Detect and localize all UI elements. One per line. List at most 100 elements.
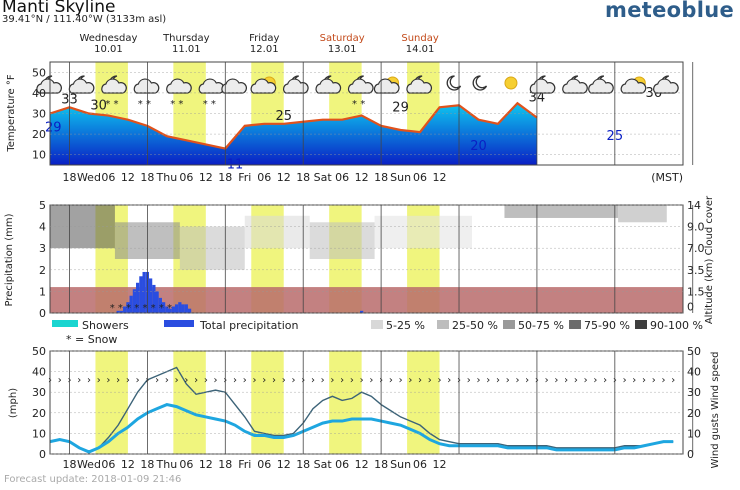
time-tick-label: 06 bbox=[101, 171, 115, 184]
snow-cloud-icon: * * bbox=[133, 78, 160, 110]
cloud-moon-icon bbox=[406, 75, 432, 94]
wind-direction-glyph: › bbox=[204, 375, 208, 386]
time-tick-label: 12 bbox=[121, 171, 135, 184]
y-tick-label: 50 bbox=[32, 66, 46, 79]
cloud-axis-title: Altitude (km) Cloud cover bbox=[704, 195, 715, 324]
location-title: Manti Skyline bbox=[2, 0, 116, 17]
forecast-update: Forecast update: 2018-01-09 21:46 bbox=[4, 474, 182, 485]
cloud-cover-patch bbox=[309, 222, 375, 259]
y-tick-label: 5 bbox=[39, 199, 46, 212]
cloud-shape bbox=[347, 78, 374, 94]
partly-cloudy-icon bbox=[373, 76, 400, 94]
wind-direction-glyph: › bbox=[136, 375, 140, 386]
wind-direction-glyph: › bbox=[525, 375, 529, 386]
y-tick-label: 20 bbox=[32, 128, 46, 141]
time-tick-label: 06 bbox=[335, 171, 349, 184]
location-coordinates: 39.41°N / 111.40°W (3133m asl) bbox=[2, 14, 167, 25]
cloud-shape bbox=[133, 78, 160, 94]
time-tick-label: Sun bbox=[390, 171, 411, 184]
time-tick-label: 18 bbox=[140, 458, 154, 471]
wind-direction-glyph: › bbox=[486, 375, 490, 386]
cloud-cover-legend-label: 50-75 % bbox=[518, 319, 564, 332]
day-date: 10.01 bbox=[94, 44, 123, 55]
wind-direction-glyph: › bbox=[438, 375, 442, 386]
wind-direction-glyph: › bbox=[593, 375, 597, 386]
day-date: 13.01 bbox=[328, 44, 357, 55]
wind-direction-glyph: › bbox=[165, 375, 169, 386]
moon-snow-icon: * * bbox=[101, 75, 127, 110]
cloud-shape bbox=[373, 78, 400, 94]
time-tick-label: 18 bbox=[374, 458, 388, 471]
time-tick-label: 12 bbox=[433, 458, 447, 471]
y-tick-label: 0 bbox=[39, 307, 46, 320]
cloud-moon-icon bbox=[315, 75, 342, 94]
precipitation-bar bbox=[119, 310, 124, 313]
brand-logo[interactable]: meteoblue bbox=[605, 0, 734, 22]
y2-tick-label: 40 bbox=[687, 366, 701, 379]
time-tick-label: Thu bbox=[156, 171, 178, 184]
time-tick-label: 12 bbox=[199, 171, 213, 184]
wind-direction-glyph: › bbox=[321, 375, 325, 386]
wind-direction-glyph: › bbox=[360, 375, 364, 386]
wind-direction-glyph: › bbox=[116, 375, 120, 386]
cloud-moon-icon bbox=[283, 75, 309, 94]
y-tick-label: 30 bbox=[32, 108, 46, 121]
time-tick-label: Fri bbox=[238, 171, 251, 184]
precipitation-bar bbox=[136, 282, 140, 313]
temperature-line bbox=[49, 101, 538, 150]
cloud-cover-legend-label: 5-25 % bbox=[386, 319, 425, 332]
y2-tick-label: 0 bbox=[687, 448, 694, 461]
daylight-band bbox=[173, 351, 206, 454]
cloud-moon-icon bbox=[588, 75, 614, 94]
total-precip-legend-label: Total precipitation bbox=[199, 319, 299, 332]
moon-icon bbox=[472, 75, 488, 91]
cloud-moon-icon bbox=[653, 75, 679, 94]
time-tick-label: 06 bbox=[413, 458, 427, 471]
moon-icon bbox=[446, 75, 462, 91]
y-tick-label: 30 bbox=[32, 386, 46, 399]
y2-tick-label: 20 bbox=[687, 407, 701, 420]
precipitation-bar bbox=[161, 302, 166, 313]
cloud-shape bbox=[620, 78, 647, 94]
wind-direction-glyph: › bbox=[253, 375, 257, 386]
y2-tick-label: 10 bbox=[687, 427, 701, 440]
cloud-moon-icon bbox=[562, 75, 588, 94]
time-tick-label: Fri bbox=[238, 458, 251, 471]
y2-tick-label: 9.0 bbox=[687, 221, 705, 234]
panel-frame bbox=[49, 350, 684, 455]
sun-disc bbox=[504, 76, 518, 90]
cloud-cover-legend-swatch bbox=[503, 320, 515, 329]
y2-tick-label: 50 bbox=[687, 345, 701, 358]
wind-direction-glyph: › bbox=[87, 375, 91, 386]
daylight-band bbox=[95, 351, 128, 454]
showers-legend-label: Showers bbox=[82, 319, 129, 332]
cloud-cover-legend-label: 25-50 % bbox=[452, 319, 498, 332]
cloud-cover-legend-label: 75-90 % bbox=[584, 319, 630, 332]
precipitation-bar bbox=[178, 302, 182, 313]
day-date: 11.01 bbox=[172, 44, 201, 55]
cloud-shape bbox=[250, 78, 277, 94]
y2-tick-label: 7.0 bbox=[687, 242, 705, 255]
y2-tick-label: 14 bbox=[687, 199, 701, 212]
wind-direction-glyph: › bbox=[233, 375, 237, 386]
precipitation-bar bbox=[174, 304, 179, 313]
snow-cloud-icon: * * bbox=[166, 78, 192, 110]
wind-direction-glyph: › bbox=[496, 375, 500, 386]
precipitation-bar bbox=[129, 295, 133, 313]
time-tick-label: 18 bbox=[140, 171, 154, 184]
time-tick-label: Sat bbox=[314, 458, 333, 471]
precipitation-bar bbox=[132, 289, 137, 313]
cloud-shape bbox=[588, 78, 614, 94]
wind-direction-glyph: › bbox=[408, 375, 412, 386]
time-tick-label: Wed bbox=[77, 171, 101, 184]
timezone-label: (MST) bbox=[651, 171, 683, 184]
wind-gust-line bbox=[49, 366, 674, 453]
y-tick-label: 40 bbox=[32, 87, 46, 100]
snowflake-glyph: * * bbox=[203, 99, 216, 110]
cloud-cover-legend-swatch bbox=[569, 320, 581, 329]
wind-legend-title: Wind gusts Wind speed bbox=[710, 351, 721, 468]
time-tick-label: 12 bbox=[433, 171, 447, 184]
moon-shape bbox=[446, 75, 462, 91]
y2-tick-label: 30 bbox=[687, 386, 701, 399]
